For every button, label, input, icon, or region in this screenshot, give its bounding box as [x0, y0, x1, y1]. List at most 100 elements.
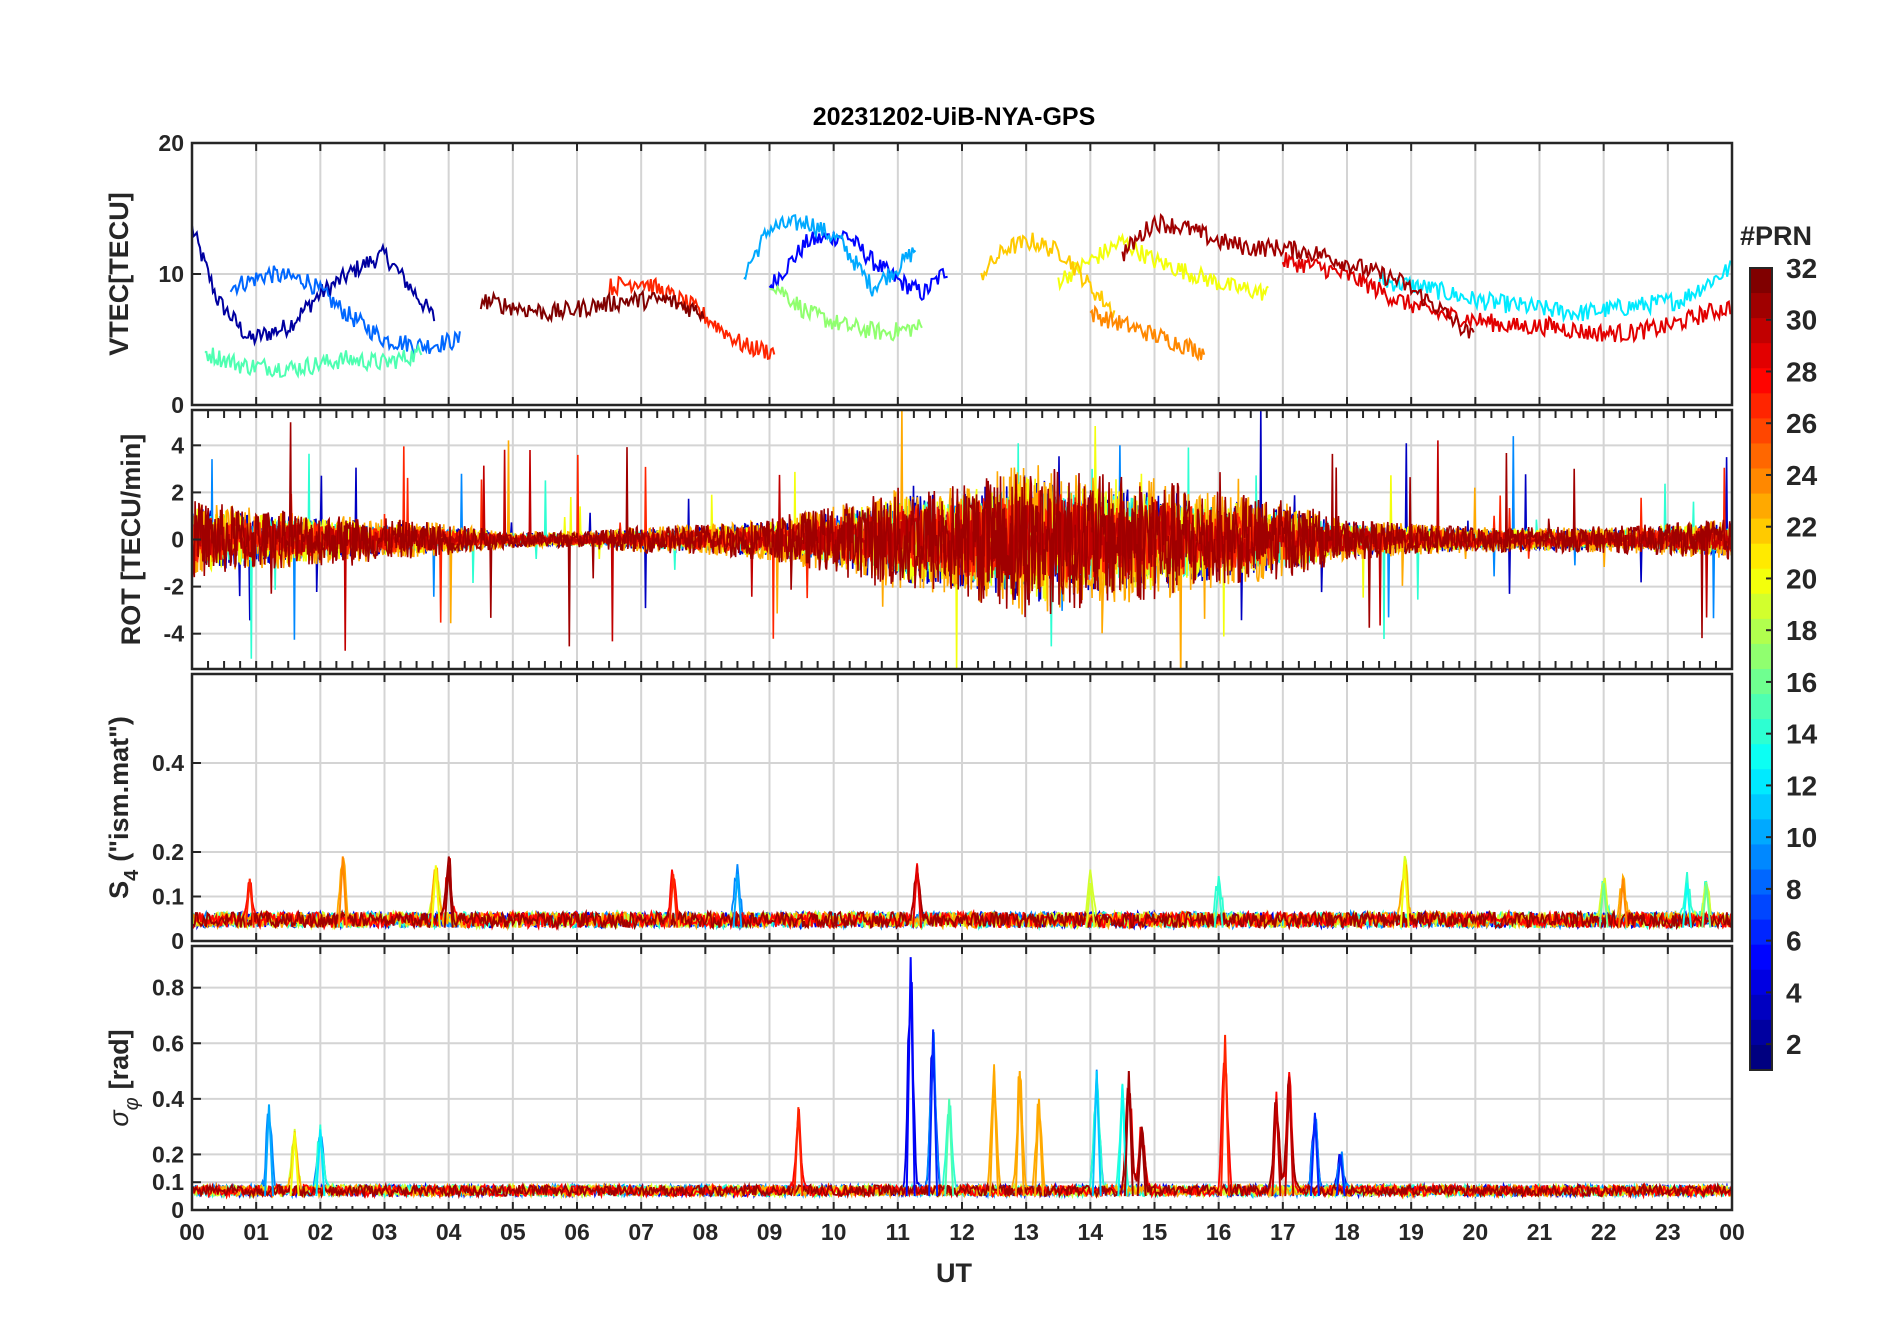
sigphi-peak	[1271, 1098, 1282, 1197]
colorbar-cell	[1750, 268, 1772, 294]
panel-sigphi: 00.10.2 0.4 0.6 0.8 σφ [rad]	[104, 944, 1734, 1223]
colorbar-cell	[1750, 418, 1772, 445]
vtec-series	[743, 214, 917, 297]
sigphi-peak	[1136, 1126, 1147, 1197]
s4-peak	[244, 878, 255, 928]
s4-peak	[1701, 883, 1712, 928]
s4-series	[192, 856, 1732, 931]
s4-peak	[668, 874, 679, 928]
colorbar-cell	[1750, 994, 1772, 1021]
s4-peak	[732, 874, 743, 928]
colorbar-cell	[1750, 844, 1772, 871]
x-tick-label: 19	[1398, 1219, 1424, 1245]
sigphi-peak	[944, 1098, 955, 1197]
s4-peak	[1617, 878, 1628, 928]
grid-sigphi	[192, 946, 1732, 1210]
x-tick-label: 16	[1206, 1219, 1232, 1245]
y-axis-label-sigphi: σφ [rad]	[104, 1029, 143, 1126]
sigphi-peak	[1014, 1071, 1025, 1197]
colorbar-cell	[1750, 293, 1772, 319]
sigphi-peak	[1091, 1071, 1102, 1197]
vtec-series	[769, 283, 923, 342]
sigphi-peak	[1284, 1076, 1295, 1197]
s4-peak	[1399, 860, 1410, 928]
x-tick-label: 12	[949, 1219, 975, 1245]
sigphi-peak	[928, 1029, 939, 1197]
s4-peak	[1085, 883, 1096, 928]
y-axis-label-s4: S4 ("ism.mat")	[104, 716, 143, 899]
vtec-series	[192, 225, 436, 347]
sigphi-peak	[793, 1107, 804, 1197]
colorbar-cell	[1750, 869, 1772, 896]
colorbar-tick-label: 28	[1786, 356, 1817, 387]
colorbar-cell	[1750, 318, 1772, 344]
y-tick-label-sigphi: 0.4	[152, 1086, 184, 1112]
colorbar-tick-label: 18	[1786, 615, 1817, 646]
vtec-series	[768, 230, 948, 302]
ylabel-rest: [rad]	[104, 1029, 134, 1089]
sigphi-peak	[1220, 1034, 1231, 1197]
colorbar-cell	[1750, 618, 1772, 645]
colorbar-tick-label: 24	[1786, 460, 1818, 491]
x-tick-label: 03	[372, 1219, 398, 1245]
y-tick-label-s4: 0.2	[152, 839, 184, 865]
panel-s4: 0 0.1 0.2 0.4 S4 ("ism.mat")	[104, 672, 1734, 954]
y-tick-label-s4: 0	[171, 928, 184, 954]
colorbar-cell	[1750, 719, 1772, 745]
ylabel-main: σ	[104, 1109, 134, 1127]
vtec-series	[1057, 232, 1269, 301]
colorbar-label: #PRN	[1740, 221, 1812, 251]
s4-peak	[443, 865, 454, 928]
colorbar-cell	[1750, 368, 1772, 394]
sigphi-peak	[1034, 1098, 1044, 1197]
s4-peak	[912, 865, 923, 928]
x-tick-label: 02	[308, 1219, 334, 1245]
colorbar-cell	[1750, 568, 1772, 595]
s4-peak	[1682, 883, 1693, 928]
data-sigphi	[192, 957, 1732, 1200]
sigphi-peak	[1309, 1112, 1320, 1197]
colorbar-tick-label: 16	[1786, 667, 1817, 698]
x-tick-label: 10	[821, 1219, 847, 1245]
vtec-series	[608, 275, 776, 361]
panel-rot: -4 -2 0 2 4 ROT [TECU/min]	[116, 408, 1734, 671]
colorbar-cell	[1750, 518, 1772, 545]
x-ticks-vtec	[191, 143, 1733, 405]
vtec-series	[1378, 260, 1732, 324]
vtec-series	[479, 288, 705, 324]
ylabel-sub: φ	[121, 1097, 143, 1110]
x-tick-label: 06	[564, 1219, 590, 1245]
sigphi-peak	[315, 1129, 326, 1197]
y-tick-label-sigphi: 0.8	[152, 975, 184, 1001]
colorbar-cell	[1750, 468, 1772, 495]
data-vtec	[192, 213, 1732, 379]
sigphi-peak	[1123, 1071, 1134, 1197]
colorbar-cell	[1750, 819, 1772, 846]
ylabel-main: S	[104, 881, 134, 899]
colorbar-frame	[1749, 267, 1773, 1071]
y-tick-label-rot: 0	[171, 527, 184, 553]
colorbar-cell	[1750, 694, 1772, 720]
x-tick-label: 00	[179, 1219, 205, 1245]
grid-vtec	[192, 143, 1732, 405]
chart-title: 20231202-UiB-NYA-GPS	[813, 103, 1096, 131]
sigphi-series	[192, 1077, 1732, 1200]
x-tick-label: 22	[1591, 1219, 1617, 1245]
y-tick-label-rot: -2	[164, 574, 184, 600]
colorbar-tick-label: 10	[1786, 822, 1817, 853]
y-tick-label-sigphi: 0.6	[152, 1030, 184, 1056]
x-tick-label: 07	[628, 1219, 654, 1245]
grid-s4	[192, 674, 1732, 941]
y-axis-label-vtec: VTEC[TECU]	[104, 192, 134, 356]
colorbar-cell	[1750, 1044, 1772, 1071]
colorbar-cell	[1750, 969, 1772, 996]
colorbar-tick-label: 26	[1786, 408, 1817, 439]
y-tick-label-rot: 4	[171, 432, 184, 458]
colorbar-tick-label: 6	[1786, 926, 1802, 957]
s4-peak	[1598, 883, 1609, 928]
x-tick-label: 00	[1719, 1219, 1745, 1245]
colorbar-cell	[1750, 393, 1772, 419]
x-tick-label: 05	[500, 1219, 526, 1245]
